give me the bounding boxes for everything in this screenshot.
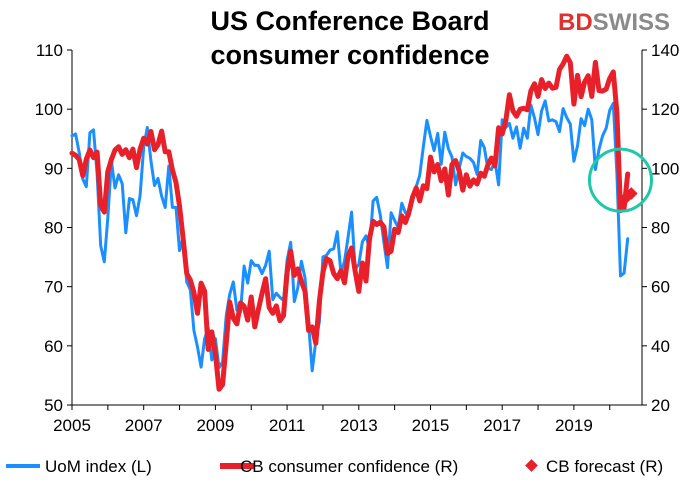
y-right-tick-label: 60 bbox=[651, 278, 670, 297]
y-left-tick-label: 100 bbox=[35, 100, 63, 119]
chart-title-line-1: US Conference Board bbox=[210, 6, 489, 36]
legend-label-forecast: CB forecast (R) bbox=[546, 457, 663, 476]
series-layer bbox=[69, 53, 638, 392]
legend-swatch-forecast bbox=[525, 459, 538, 472]
y-left-tick-label: 110 bbox=[36, 41, 63, 60]
y-left-tick-label: 60 bbox=[44, 337, 63, 356]
y-left-tick-label: 70 bbox=[44, 278, 63, 297]
x-tick-label: 2007 bbox=[125, 416, 163, 435]
legend: UoM index (L) CB consumer confidence (R)… bbox=[6, 457, 663, 476]
x-tick-label: 2011 bbox=[269, 416, 306, 435]
y-right-tick-label: 40 bbox=[651, 337, 670, 356]
x-tick-label: 2013 bbox=[340, 416, 378, 435]
highlight-circle bbox=[587, 147, 653, 213]
legend-label-cb: CB consumer confidence (R) bbox=[240, 457, 458, 476]
series-line-uom-index bbox=[70, 99, 630, 373]
y-left-tick-label: 50 bbox=[44, 396, 63, 415]
series-line-cb-consumer-confidence bbox=[69, 53, 631, 392]
y-right-tick-label: 20 bbox=[651, 396, 670, 415]
brand-logo: BDSWISS bbox=[558, 9, 670, 36]
x-tick-label: 2015 bbox=[412, 416, 450, 435]
chart-title-line-2: consumer confidence bbox=[210, 40, 489, 70]
brand-logo-part-1: BD bbox=[558, 9, 593, 36]
axes: 50 60 70 80 90 100 110 20 40 60 80 100 120 140 2005 200… bbox=[35, 41, 680, 435]
y-right-tick-label: 120 bbox=[651, 100, 679, 119]
legend-label-uom: UoM index (L) bbox=[45, 457, 152, 476]
brand-logo-part-2: SWISS bbox=[593, 9, 670, 36]
annotation-layer bbox=[587, 147, 653, 213]
y-right-tick-label: 100 bbox=[651, 159, 679, 178]
y-right-tick-label: 140 bbox=[651, 41, 679, 60]
x-tick-label: 2019 bbox=[555, 416, 593, 435]
x-tick-label: 2009 bbox=[196, 416, 234, 435]
y-right-tick-label: 80 bbox=[651, 219, 670, 238]
y-left-tick-label: 90 bbox=[44, 159, 63, 178]
x-tick-label: 2017 bbox=[483, 416, 521, 435]
y-left-tick-label: 80 bbox=[44, 219, 63, 238]
x-tick-label: 2005 bbox=[53, 416, 91, 435]
